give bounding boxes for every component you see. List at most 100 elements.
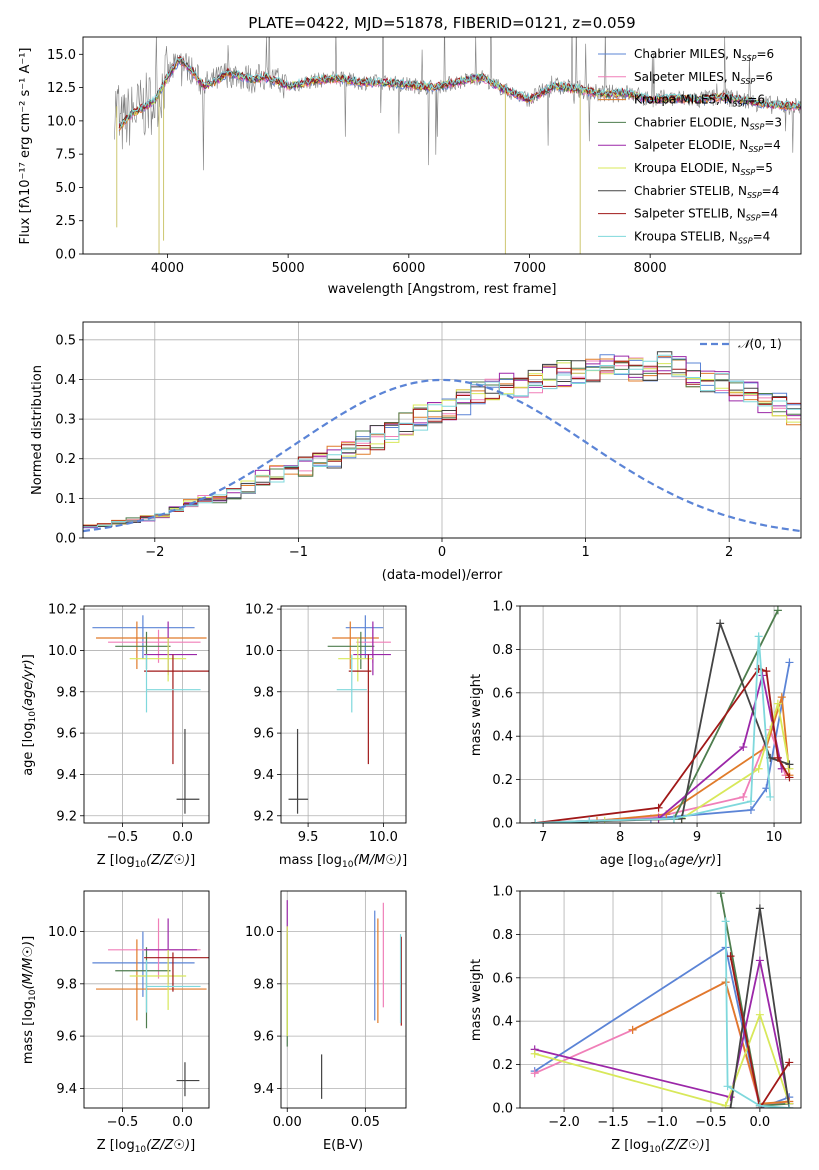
y-tick-label: 10.0: [245, 925, 274, 940]
weight-marker: [773, 699, 782, 708]
normal-curve: [83, 378, 801, 533]
x-tick-label: 9.5: [298, 830, 319, 845]
axes-frame: [83, 605, 210, 824]
legend: Chabrier MILES, NSSP=6 Salpeter MILES, NS…: [598, 47, 782, 245]
x-tick-label: 10: [766, 830, 783, 845]
weight-marker: [755, 1101, 764, 1108]
x-tick-label: 0.0: [750, 1115, 771, 1130]
weight-marker: [726, 1104, 735, 1108]
ticks: −2 −1 0 1 2 0.0 0.1 0.2 0.3 0.4 0.5: [55, 333, 733, 560]
y-axis-label: mass weight: [469, 674, 484, 756]
weight-marker: [773, 606, 782, 615]
axes-frame: [280, 605, 407, 824]
y-tick-label: 1.0: [492, 885, 513, 900]
y-tick-label: 5.0: [55, 181, 76, 196]
x-tick-label: 0.00: [273, 1115, 302, 1130]
x-tick-label: 10.0: [369, 830, 398, 845]
legend-label: Chabrier MILES, NSSP=6: [634, 47, 774, 63]
weight-marker: [739, 792, 748, 801]
weight-marker: [755, 1010, 764, 1019]
y-tick-label: 9.8: [56, 977, 77, 992]
x-tick-label: −0.5: [107, 830, 139, 845]
y-tick-label: 0.0: [492, 817, 513, 832]
panel-residuals: −2 −1 0 1 2 0.0 0.1 0.2 0.3 0.4 0.5 (data-model)/er…: [30, 321, 802, 583]
y-axis-label: Normed distribution: [30, 365, 45, 495]
x-tick-label: 8: [616, 830, 624, 845]
weight-line: [535, 609, 779, 823]
weight-marker: [746, 797, 755, 806]
grid: [520, 890, 801, 1109]
plot-area: [114, 37, 801, 254]
x-axis-label: Z [log10(Z/Z☉)]: [97, 853, 195, 870]
y-tick-label: 12.5: [47, 81, 76, 96]
y-tick-label: 9.6: [253, 1030, 274, 1045]
legend-label: Salpeter STELIB, NSSP=4: [634, 207, 778, 223]
weight-marker: [755, 956, 764, 965]
weight-marker: [785, 658, 794, 667]
x-tick-label: −0.5: [695, 1115, 727, 1130]
panel-spectrum: 4000 5000 6000 7000 8000 0.0 2.5 5.0 7.5 10.0 12.5…: [18, 36, 802, 297]
histogram-step: [83, 356, 801, 527]
axes-frame: [82, 321, 802, 539]
x-tick-label: 5000: [272, 261, 305, 276]
x-axis-label: E(B-V): [323, 1138, 363, 1153]
weight-line: [724, 921, 790, 1108]
y-tick-label: 9.6: [56, 727, 77, 742]
y-tick-label: 0.4: [492, 730, 513, 745]
y-tick-label: 0.0: [55, 248, 76, 263]
x-tick-label: −1.5: [597, 1115, 629, 1130]
weight-marker: [762, 667, 771, 676]
y-tick-label: 0.2: [492, 773, 513, 788]
histogram-step: [83, 354, 801, 528]
ticks: −0.5 0.0 9.2 9.4 9.6 9.8 10.0 10.2: [48, 603, 193, 845]
spectrum-model-line: [118, 55, 801, 129]
y-tick-label: 10.2: [245, 603, 274, 618]
panel-z-weights: −2.0 −1.5 −1.0 −0.5 0.0 0.0 0.2 0.4 0.6 0.8 1.0 Z […: [469, 885, 802, 1155]
y-tick-label: 9.8: [56, 685, 77, 700]
panel-mass-vs-age: 9.5 10.0 9.2 9.4 9.6 9.8 10.0 10.2 mass [log10(M…: [245, 603, 407, 870]
y-tick-label: 9.4: [253, 1082, 274, 1097]
y-tick-label: 9.4: [56, 1082, 77, 1097]
y-axis-label: age [log10(age/yr)]: [21, 654, 38, 776]
legend-label: Salpeter ELODIE, NSSP=4: [634, 138, 781, 154]
weight-marker: [785, 1104, 794, 1108]
weight-marker: [716, 891, 725, 898]
x-tick-label: 7: [539, 830, 547, 845]
x-axis-label: (data-model)/error: [382, 568, 503, 583]
y-axis-label: Flux [fλ10⁻¹⁷ erg cm⁻² s⁻¹ A⁻¹]: [18, 48, 33, 245]
weight-marker: [777, 693, 786, 702]
y-tick-label: 2.5: [55, 214, 76, 229]
weight-marker: [726, 952, 735, 961]
y-tick-label: 9.8: [253, 977, 274, 992]
plot-area: [286, 900, 402, 1099]
x-axis-label: wavelength [Angstrom, rest frame]: [328, 282, 557, 297]
x-tick-label: 4000: [151, 261, 184, 276]
weight-marker: [766, 792, 775, 801]
plot-area: [83, 351, 801, 533]
x-axis-label: Z [log10(Z/Z☉)]: [97, 1138, 195, 1155]
y-tick-label: 10.0: [48, 925, 77, 940]
weight-marker: [669, 814, 678, 823]
y-tick-label: 10.0: [245, 644, 274, 659]
x-tick-label: 0: [438, 545, 446, 560]
weight-marker: [721, 1101, 730, 1108]
y-tick-label: 0.3: [55, 413, 76, 428]
panel-ebv-vs-mass: 0.00 0.05 9.4 9.6 9.8 10.0 E(B-V): [245, 890, 407, 1153]
plot-area: [531, 606, 794, 823]
axes-frame: [280, 890, 407, 1109]
histogram-step: [83, 359, 801, 527]
weight-marker: [628, 1025, 637, 1034]
grid: [84, 891, 209, 1108]
plot-area: [288, 615, 391, 814]
y-tick-label: 0.0: [55, 532, 76, 547]
legend-label: 𝒩(0, 1): [738, 337, 782, 351]
axes-frame: [519, 890, 802, 1109]
y-tick-label: 0.6: [492, 686, 513, 701]
legend-label: Salpeter MILES, NSSP=6: [634, 70, 773, 86]
y-tick-label: 0.2: [55, 452, 76, 467]
weight-marker: [754, 764, 763, 773]
y-tick-label: 0.4: [492, 1015, 513, 1030]
y-axis-label: mass weight: [469, 959, 484, 1041]
weight-marker: [785, 1058, 794, 1067]
